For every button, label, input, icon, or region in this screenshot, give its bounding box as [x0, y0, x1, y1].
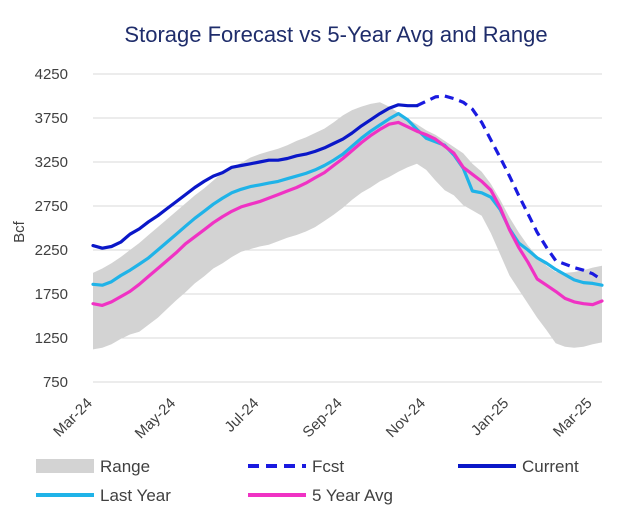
legend-swatch-range — [36, 459, 94, 473]
y-axis-ticks: 750 1250 1750 2250 2750 3250 3750 4250 — [35, 66, 68, 391]
x-tick-label: May-24 — [132, 395, 179, 442]
legend-label-current: Current — [522, 457, 579, 476]
series-line-last-year — [91, 111, 604, 287]
legend-label-fcst: Fcst — [312, 457, 344, 476]
x-axis-ticks: Mar-24 May-24 Jul-24 Sep-24 Nov-24 Jan-25 Mar-… — [50, 395, 595, 442]
y-tick-label: 4250 — [35, 66, 68, 83]
y-tick-label: 3750 — [35, 110, 68, 127]
range-band — [93, 102, 602, 350]
legend: Range Fcst Current Last Year 5 Year Avg — [36, 457, 579, 505]
y-tick-label: 2250 — [35, 242, 68, 259]
y-tick-label: 3250 — [35, 154, 68, 171]
legend-label-range: Range — [100, 457, 150, 476]
y-tick-label: 2750 — [35, 198, 68, 215]
x-tick-label: Sep-24 — [299, 395, 345, 441]
x-tick-label: Mar-24 — [50, 395, 96, 441]
y-tick-label: 1250 — [35, 330, 68, 347]
x-tick-label: Jul-24 — [221, 395, 262, 436]
y-tick-label: 750 — [43, 374, 68, 391]
y-axis-label: Bcf — [11, 220, 28, 243]
series-group — [91, 94, 604, 350]
y-tick-label: 1750 — [35, 286, 68, 303]
x-tick-label: Jan-25 — [468, 395, 512, 439]
x-tick-label: Mar-25 — [550, 395, 596, 441]
series-line-fcst — [416, 94, 603, 282]
legend-label-last-year: Last Year — [100, 486, 171, 505]
chart-title: Storage Forecast vs 5-Year Avg and Range — [124, 22, 547, 47]
legend-label-5-year-avg: 5 Year Avg — [312, 486, 393, 505]
series-line-5-year-avg — [91, 120, 604, 307]
series-line-current — [91, 103, 419, 250]
x-tick-label: Nov-24 — [383, 395, 429, 441]
